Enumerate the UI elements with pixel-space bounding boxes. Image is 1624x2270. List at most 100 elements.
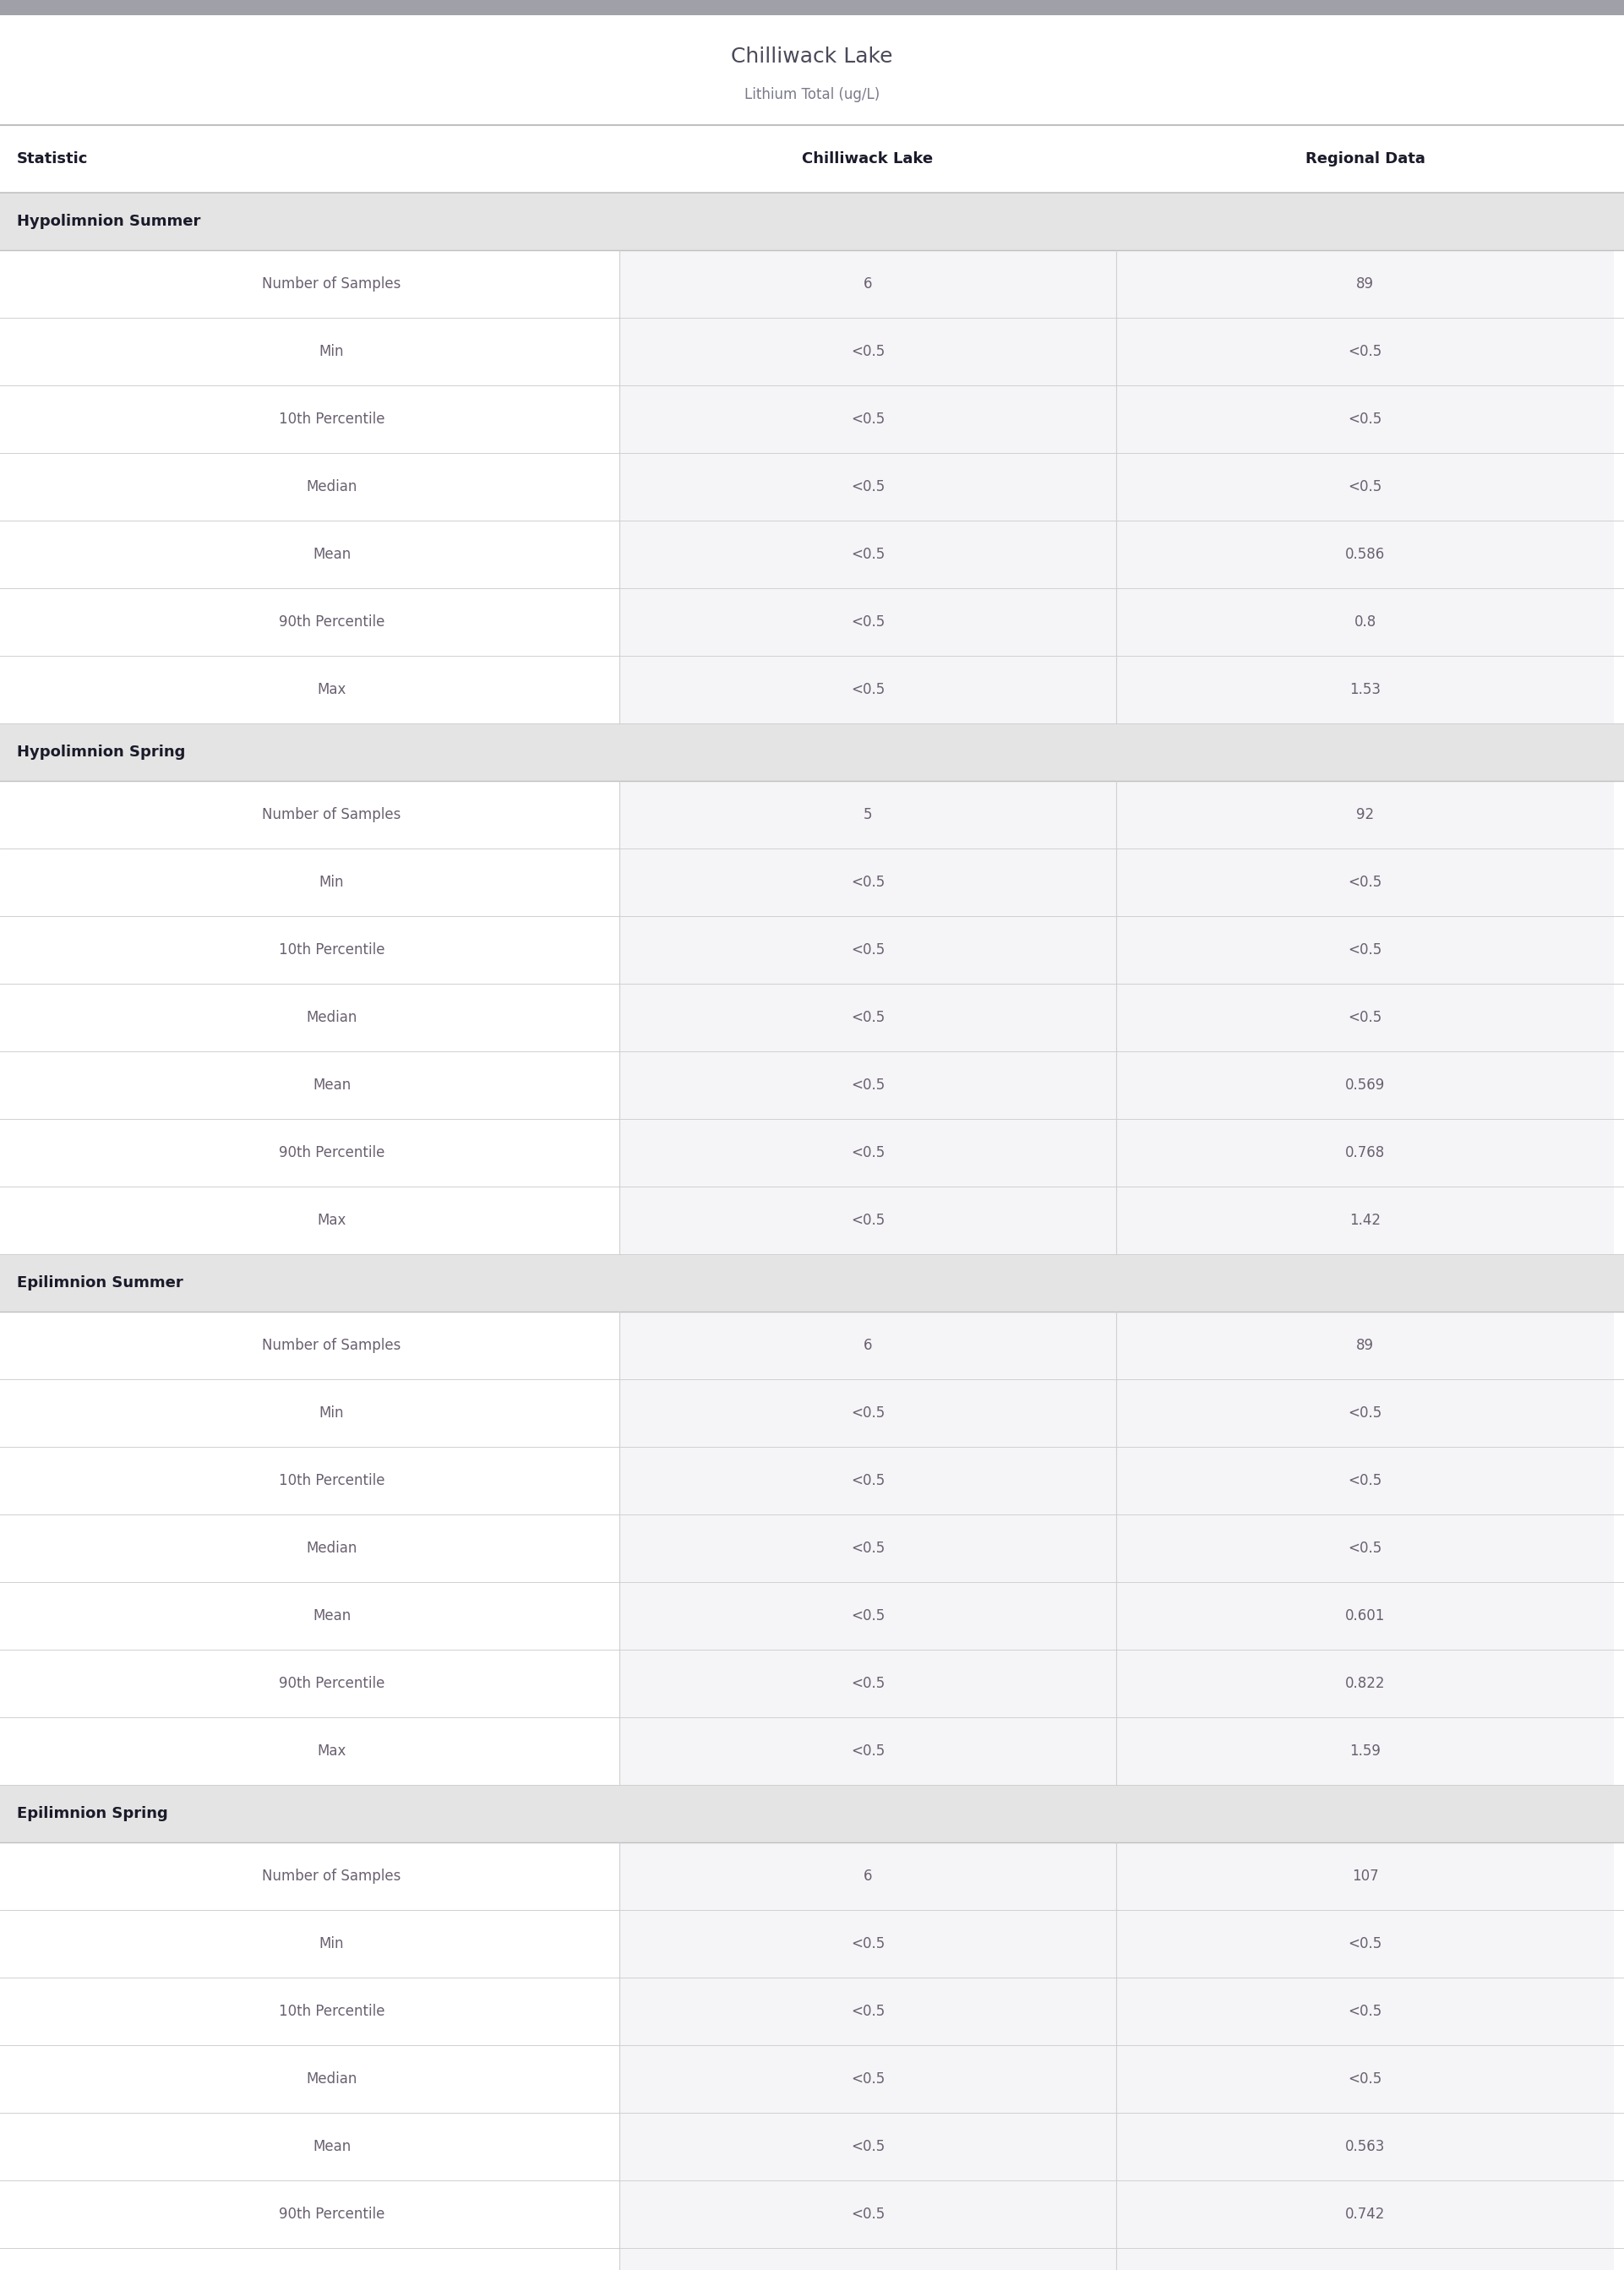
Text: Number of Samples: Number of Samples xyxy=(261,1337,401,1353)
Bar xyxy=(619,917,1614,983)
Text: 0.563: 0.563 xyxy=(1345,2138,1385,2154)
Bar xyxy=(619,1446,1614,1514)
Text: 90th Percentile: 90th Percentile xyxy=(279,2206,385,2222)
Text: 0.601: 0.601 xyxy=(1345,1607,1385,1623)
Text: Mean: Mean xyxy=(312,2138,351,2154)
Text: <0.5: <0.5 xyxy=(851,1010,885,1026)
Text: 89: 89 xyxy=(1356,277,1374,291)
Text: <0.5: <0.5 xyxy=(1348,2004,1382,2018)
Bar xyxy=(619,1718,1614,1784)
Text: <0.5: <0.5 xyxy=(851,1405,885,1421)
Bar xyxy=(0,193,1624,250)
Bar xyxy=(619,1187,1614,1253)
Bar xyxy=(619,520,1614,588)
Text: 10th Percentile: 10th Percentile xyxy=(279,2004,385,2018)
Text: <0.5: <0.5 xyxy=(1348,874,1382,890)
Bar xyxy=(619,2045,1614,2113)
Text: <0.5: <0.5 xyxy=(851,942,885,958)
Text: 90th Percentile: 90th Percentile xyxy=(279,1675,385,1691)
Text: 1.42: 1.42 xyxy=(1350,1212,1380,1228)
Text: 6: 6 xyxy=(864,277,872,291)
Text: Median: Median xyxy=(307,1541,357,1555)
Text: Regional Data: Regional Data xyxy=(1306,152,1424,166)
Text: <0.5: <0.5 xyxy=(851,615,885,629)
Bar xyxy=(619,1051,1614,1119)
Text: <0.5: <0.5 xyxy=(851,1675,885,1691)
Text: Mean: Mean xyxy=(312,547,351,563)
Text: <0.5: <0.5 xyxy=(851,411,885,427)
Bar xyxy=(619,588,1614,656)
Text: <0.5: <0.5 xyxy=(851,1144,885,1160)
Bar xyxy=(619,656,1614,724)
Bar xyxy=(0,1784,1624,1843)
Text: 90th Percentile: 90th Percentile xyxy=(279,1144,385,1160)
Text: Statistic: Statistic xyxy=(16,152,88,166)
Text: Chilliwack Lake: Chilliwack Lake xyxy=(731,48,893,68)
Text: Min: Min xyxy=(320,345,344,359)
Bar xyxy=(619,1582,1614,1650)
Bar xyxy=(619,1119,1614,1187)
Text: <0.5: <0.5 xyxy=(851,1541,885,1555)
Text: <0.5: <0.5 xyxy=(851,2004,885,2018)
Text: Hypolimnion Spring: Hypolimnion Spring xyxy=(16,745,185,760)
Text: 0.569: 0.569 xyxy=(1345,1078,1385,1092)
Bar xyxy=(619,2247,1614,2270)
Text: 0.8: 0.8 xyxy=(1354,615,1376,629)
Text: <0.5: <0.5 xyxy=(851,479,885,495)
Text: <0.5: <0.5 xyxy=(851,1473,885,1489)
Text: Median: Median xyxy=(307,1010,357,1026)
Text: Max: Max xyxy=(317,681,346,697)
Text: <0.5: <0.5 xyxy=(851,874,885,890)
Text: 0.768: 0.768 xyxy=(1345,1144,1385,1160)
Text: Mean: Mean xyxy=(312,1078,351,1092)
Text: 5: 5 xyxy=(864,808,872,822)
Text: Mean: Mean xyxy=(312,1607,351,1623)
Bar xyxy=(619,849,1614,917)
Bar xyxy=(619,318,1614,386)
Text: Number of Samples: Number of Samples xyxy=(261,277,401,291)
Bar xyxy=(619,454,1614,520)
Text: <0.5: <0.5 xyxy=(1348,479,1382,495)
Text: <0.5: <0.5 xyxy=(851,2073,885,2086)
Text: 90th Percentile: 90th Percentile xyxy=(279,615,385,629)
Text: 1.59: 1.59 xyxy=(1350,1743,1380,1759)
Bar xyxy=(619,1843,1614,1909)
Text: Hypolimnion Summer: Hypolimnion Summer xyxy=(16,213,201,229)
Text: 10th Percentile: 10th Percentile xyxy=(279,411,385,427)
Text: 107: 107 xyxy=(1351,1868,1379,1884)
Bar xyxy=(619,1514,1614,1582)
Bar xyxy=(619,250,1614,318)
Text: Max: Max xyxy=(317,1212,346,1228)
Text: <0.5: <0.5 xyxy=(851,1936,885,1952)
Text: Lithium Total (ug/L): Lithium Total (ug/L) xyxy=(744,86,880,102)
Bar xyxy=(619,1650,1614,1718)
Bar xyxy=(0,724,1624,781)
Text: 0.586: 0.586 xyxy=(1345,547,1385,563)
Text: Number of Samples: Number of Samples xyxy=(261,808,401,822)
Bar xyxy=(619,2113,1614,2181)
Text: <0.5: <0.5 xyxy=(851,1078,885,1092)
Text: 10th Percentile: 10th Percentile xyxy=(279,942,385,958)
Bar xyxy=(619,386,1614,454)
Text: Epilimnion Summer: Epilimnion Summer xyxy=(16,1276,184,1292)
Text: <0.5: <0.5 xyxy=(1348,942,1382,958)
Bar xyxy=(0,0,1624,16)
Text: <0.5: <0.5 xyxy=(851,345,885,359)
Text: 1.53: 1.53 xyxy=(1350,681,1380,697)
Text: <0.5: <0.5 xyxy=(1348,1473,1382,1489)
Bar xyxy=(619,781,1614,849)
Text: 89: 89 xyxy=(1356,1337,1374,1353)
Bar xyxy=(619,983,1614,1051)
Text: <0.5: <0.5 xyxy=(851,1607,885,1623)
Bar xyxy=(0,1253,1624,1312)
Text: Min: Min xyxy=(320,1936,344,1952)
Bar xyxy=(619,2181,1614,2247)
Bar xyxy=(619,1977,1614,2045)
Bar xyxy=(619,1909,1614,1977)
Text: Number of Samples: Number of Samples xyxy=(261,1868,401,1884)
Bar xyxy=(619,1312,1614,1380)
Bar xyxy=(619,1380,1614,1446)
Text: 6: 6 xyxy=(864,1337,872,1353)
Text: <0.5: <0.5 xyxy=(1348,1936,1382,1952)
Text: <0.5: <0.5 xyxy=(1348,411,1382,427)
